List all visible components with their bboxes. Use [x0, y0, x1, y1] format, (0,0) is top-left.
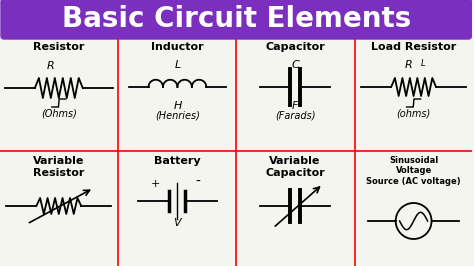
Text: Battery: Battery [154, 156, 201, 166]
Text: R: R [405, 60, 412, 70]
Text: Variable
Capacitor: Variable Capacitor [265, 156, 325, 178]
Text: Sinusoidal
Voltage
Source (AC voltage): Sinusoidal Voltage Source (AC voltage) [366, 156, 461, 186]
FancyBboxPatch shape [1, 0, 472, 39]
Text: V: V [173, 218, 181, 228]
Text: +: + [151, 179, 160, 189]
Text: R: R [47, 61, 55, 71]
Text: Variable
Resistor: Variable Resistor [33, 156, 84, 178]
Text: H: H [173, 101, 182, 111]
Text: -: - [195, 175, 200, 189]
Text: (Farads): (Farads) [275, 111, 315, 121]
Text: Resistor: Resistor [33, 42, 84, 52]
Text: Capacitor: Capacitor [265, 42, 325, 52]
Text: C: C [291, 60, 299, 70]
Text: Inductor: Inductor [151, 42, 204, 52]
Text: (Henries): (Henries) [155, 111, 200, 121]
Text: L: L [174, 60, 181, 70]
Text: (Ohms): (Ohms) [41, 108, 77, 118]
Text: (ohms): (ohms) [396, 108, 431, 118]
Text: Basic Circuit Elements: Basic Circuit Elements [62, 5, 411, 33]
Text: Load Resistor: Load Resistor [371, 42, 456, 52]
Text: L: L [420, 59, 425, 68]
Text: F: F [292, 101, 298, 111]
